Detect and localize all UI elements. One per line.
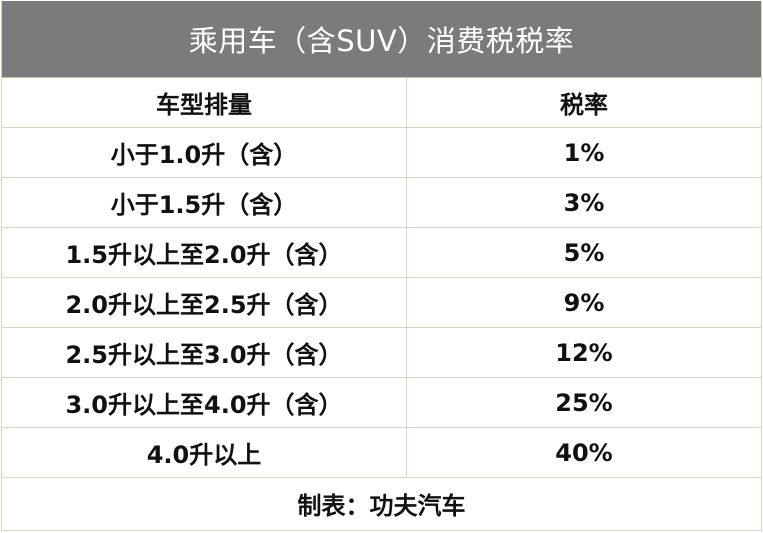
- displacement-cell: 1.5升以上至2.0升（含）: [2, 228, 407, 277]
- table-row: 4.0升以上 40%: [2, 428, 761, 478]
- displacement-cell: 3.0升以上至4.0升（含）: [2, 378, 407, 427]
- rate-cell: 5%: [563, 238, 605, 267]
- displacement-cell: 4.0升以上: [2, 428, 407, 477]
- rate-cell: 3%: [563, 188, 605, 217]
- table-row: 2.0升以上至2.5升（含） 9%: [2, 278, 761, 328]
- table-header-row: 车型排量 税率: [2, 78, 761, 128]
- displacement-cell: 小于1.5升（含）: [2, 178, 407, 227]
- rate-cell: 25%: [555, 388, 613, 417]
- displacement-cell: 2.0升以上至2.5升（含）: [2, 278, 407, 327]
- table-footer-credit: 制表：功夫汽车: [297, 491, 466, 520]
- table-row: 小于1.5升（含） 3%: [2, 178, 761, 228]
- displacement-cell: 小于1.0升（含）: [2, 128, 407, 177]
- displacement-cell: 2.5升以上至3.0升（含）: [2, 328, 407, 377]
- table-row: 1.5升以上至2.0升（含） 5%: [2, 228, 761, 278]
- table-row: 小于1.0升（含） 1%: [2, 128, 761, 178]
- rate-cell: 40%: [555, 438, 613, 467]
- rate-cell: 12%: [555, 338, 613, 367]
- column-header-displacement: 车型排量: [2, 78, 407, 127]
- table-row: 3.0升以上至4.0升（含） 25%: [2, 378, 761, 428]
- table-title: 乘用车（含SUV）消费税税率: [2, 1, 761, 78]
- table-row: 2.5升以上至3.0升（含） 12%: [2, 328, 761, 378]
- rate-cell: 1%: [563, 138, 605, 167]
- column-header-rate: 税率: [560, 91, 608, 119]
- rate-cell: 9%: [563, 288, 605, 317]
